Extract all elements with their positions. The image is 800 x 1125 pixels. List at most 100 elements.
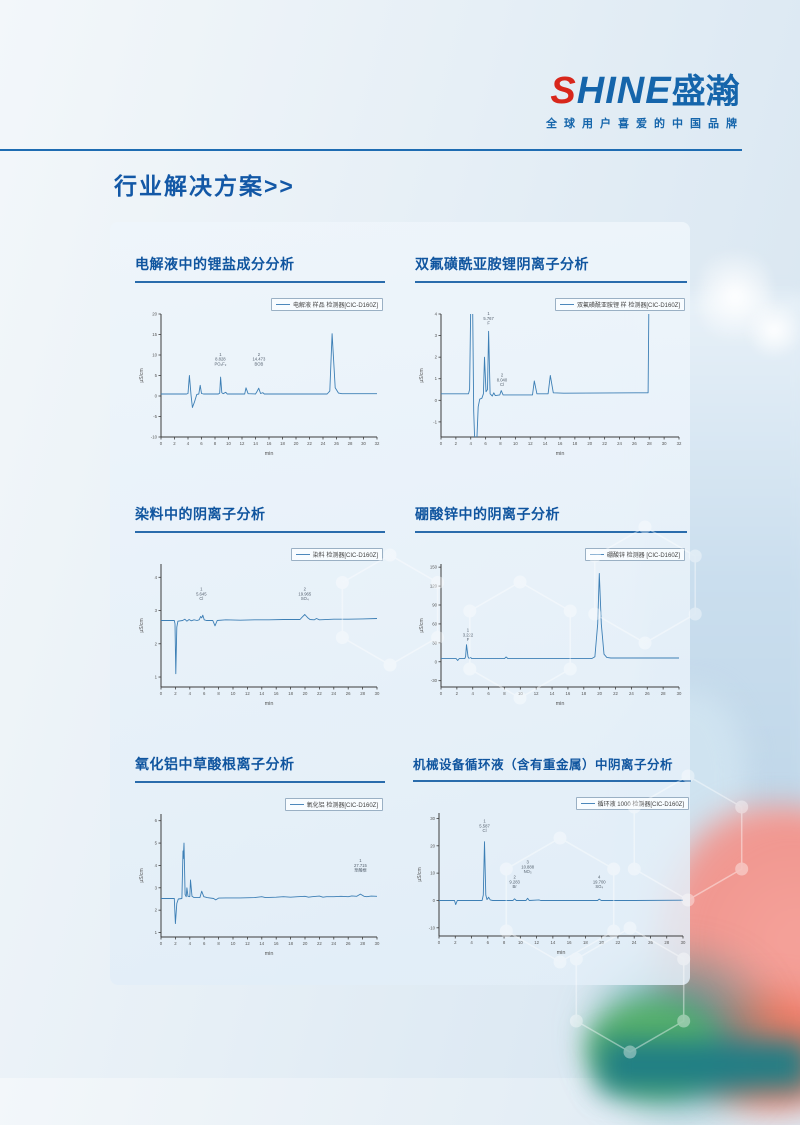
svg-text:4: 4 [470, 940, 473, 945]
svg-text:10: 10 [231, 941, 236, 946]
svg-text:0: 0 [160, 441, 163, 446]
svg-text:8: 8 [503, 940, 506, 945]
svg-text:NO₃: NO₃ [524, 869, 532, 874]
svg-text:20: 20 [294, 441, 299, 446]
svg-text:Cl: Cl [483, 828, 487, 833]
svg-text:28: 28 [664, 940, 669, 945]
chart-legend: 染料 检测器[CIC-D160Z] [135, 542, 383, 561]
svg-text:3.222: 3.222 [463, 632, 474, 637]
svg-text:4: 4 [470, 441, 473, 446]
svg-text:4: 4 [472, 691, 475, 696]
svg-text:5.645: 5.645 [196, 591, 207, 596]
svg-text:10: 10 [152, 353, 157, 358]
legend-label: 硼酸锌 检测器 [CIC-D160Z] [606, 553, 680, 559]
svg-text:2: 2 [174, 691, 177, 696]
svg-text:22: 22 [317, 691, 322, 696]
chart-block-lifsi: 双氟磺酰亚胺锂阴离子分析 双氟磺酰亚胺锂 样 检测器[CIC-D160Z] 0 2… [415, 254, 687, 458]
legend-label: 氧化铝 检测器[CIC-D160Z] [306, 803, 378, 809]
svg-text:-30: -30 [431, 678, 438, 683]
svg-text:28: 28 [348, 441, 353, 446]
svg-text:2: 2 [501, 373, 504, 378]
chart-block-zinc-borate: 硼酸锌中的阴离子分析 硼酸锌 检测器 [CIC-D160Z] 0 2 4 6 8 10 12… [415, 504, 687, 708]
svg-text:5.767: 5.767 [483, 316, 494, 321]
svg-text:30: 30 [662, 441, 667, 446]
logo-tagline: 全球用户喜爱的中国品牌 [546, 118, 744, 130]
svg-text:10: 10 [226, 441, 231, 446]
svg-text:6: 6 [200, 441, 203, 446]
svg-text:8: 8 [217, 941, 220, 946]
chromatogram-svg: 0 2 4 6 8 10 12 14 16 18 20 22 24 26 28 30 32-101234µS/c… [419, 311, 682, 457]
svg-text:26: 26 [632, 441, 637, 446]
svg-text:4: 4 [155, 575, 158, 580]
legend-label: 染料 检测器[CIC-D160Z] [312, 553, 378, 559]
svg-text:30: 30 [681, 940, 686, 945]
svg-text:5: 5 [155, 373, 158, 378]
svg-text:18: 18 [572, 441, 577, 446]
chart-title: 硼酸锌中的阴离子分析 [415, 504, 687, 533]
svg-text:20: 20 [597, 691, 602, 696]
svg-text:10: 10 [231, 691, 236, 696]
svg-text:8: 8 [217, 691, 220, 696]
svg-text:1: 1 [155, 675, 158, 680]
photo-bokeh-light [744, 300, 800, 360]
svg-text:1: 1 [483, 819, 486, 824]
svg-text:1: 1 [359, 858, 362, 863]
svg-text:2: 2 [455, 441, 458, 446]
svg-text:19.965: 19.965 [298, 591, 311, 596]
svg-text:1: 1 [155, 930, 158, 935]
svg-text:8: 8 [499, 441, 502, 446]
svg-text:30: 30 [677, 691, 682, 696]
legend-label: 电解液 样品 检测器[CIC-D160Z] [292, 303, 378, 309]
svg-text:12: 12 [245, 941, 250, 946]
svg-text:90: 90 [432, 603, 437, 608]
svg-text:4: 4 [155, 863, 158, 868]
svg-text:0: 0 [160, 691, 163, 696]
svg-text:1: 1 [200, 587, 203, 592]
svg-text:18: 18 [288, 941, 293, 946]
svg-text:4: 4 [187, 441, 190, 446]
photo-blob-teal-deep [600, 1040, 800, 1090]
chart-legend: 硼酸锌 检测器 [CIC-D160Z] [415, 542, 685, 561]
svg-text:µS/cm: µS/cm [417, 867, 423, 881]
svg-text:12: 12 [534, 691, 539, 696]
svg-text:28: 28 [647, 441, 652, 446]
svg-text:14: 14 [253, 441, 258, 446]
svg-text:22: 22 [307, 441, 312, 446]
svg-text:-10: -10 [429, 925, 436, 930]
svg-text:0: 0 [435, 398, 438, 403]
svg-text:10: 10 [518, 940, 523, 945]
brand-wordmark: SHINE盛瀚 [546, 72, 744, 110]
svg-text:24: 24 [321, 441, 326, 446]
svg-text:30: 30 [375, 691, 380, 696]
svg-text:0: 0 [160, 941, 163, 946]
svg-text:14: 14 [543, 441, 548, 446]
svg-text:26: 26 [648, 940, 653, 945]
svg-text:µS/cm: µS/cm [139, 618, 145, 632]
svg-text:2: 2 [173, 441, 176, 446]
svg-text:20: 20 [303, 941, 308, 946]
legend-line-swatch [580, 803, 595, 804]
svg-text:3: 3 [526, 860, 529, 865]
svg-text:min: min [557, 950, 566, 956]
svg-text:28: 28 [661, 691, 666, 696]
svg-text:-10: -10 [151, 435, 158, 440]
legend-label: 双氟磺酰亚胺锂 样 检测器[CIC-D160Z] [576, 303, 680, 309]
svg-text:20: 20 [430, 843, 435, 848]
chart-legend: 循环液 1000 检测器[CIC-D160Z] [413, 791, 689, 810]
chart-legend: 双氟磺酰亚胺锂 样 检测器[CIC-D160Z] [415, 292, 685, 311]
svg-text:PO₂F₂: PO₂F₂ [214, 361, 226, 366]
svg-text:Cl: Cl [500, 382, 504, 387]
photo-blob-salmon [700, 995, 800, 1105]
svg-text:草酸根: 草酸根 [354, 867, 367, 874]
svg-text:28: 28 [360, 941, 365, 946]
chart-legend: 氧化铝 检测器[CIC-D160Z] [135, 792, 383, 811]
svg-text:18: 18 [581, 691, 586, 696]
svg-text:22: 22 [317, 941, 322, 946]
svg-text:µS/cm: µS/cm [419, 368, 425, 382]
chart-block-alumina: 氧化铝中草酸根离子分析 氧化铝 检测器[CIC-D160Z] 0 2 4 6 8 10 12… [135, 754, 385, 958]
svg-text:3: 3 [435, 333, 438, 338]
svg-text:4: 4 [189, 691, 192, 696]
photo-blob-green [588, 1000, 718, 1095]
svg-text:0: 0 [440, 441, 443, 446]
svg-text:26: 26 [645, 691, 650, 696]
